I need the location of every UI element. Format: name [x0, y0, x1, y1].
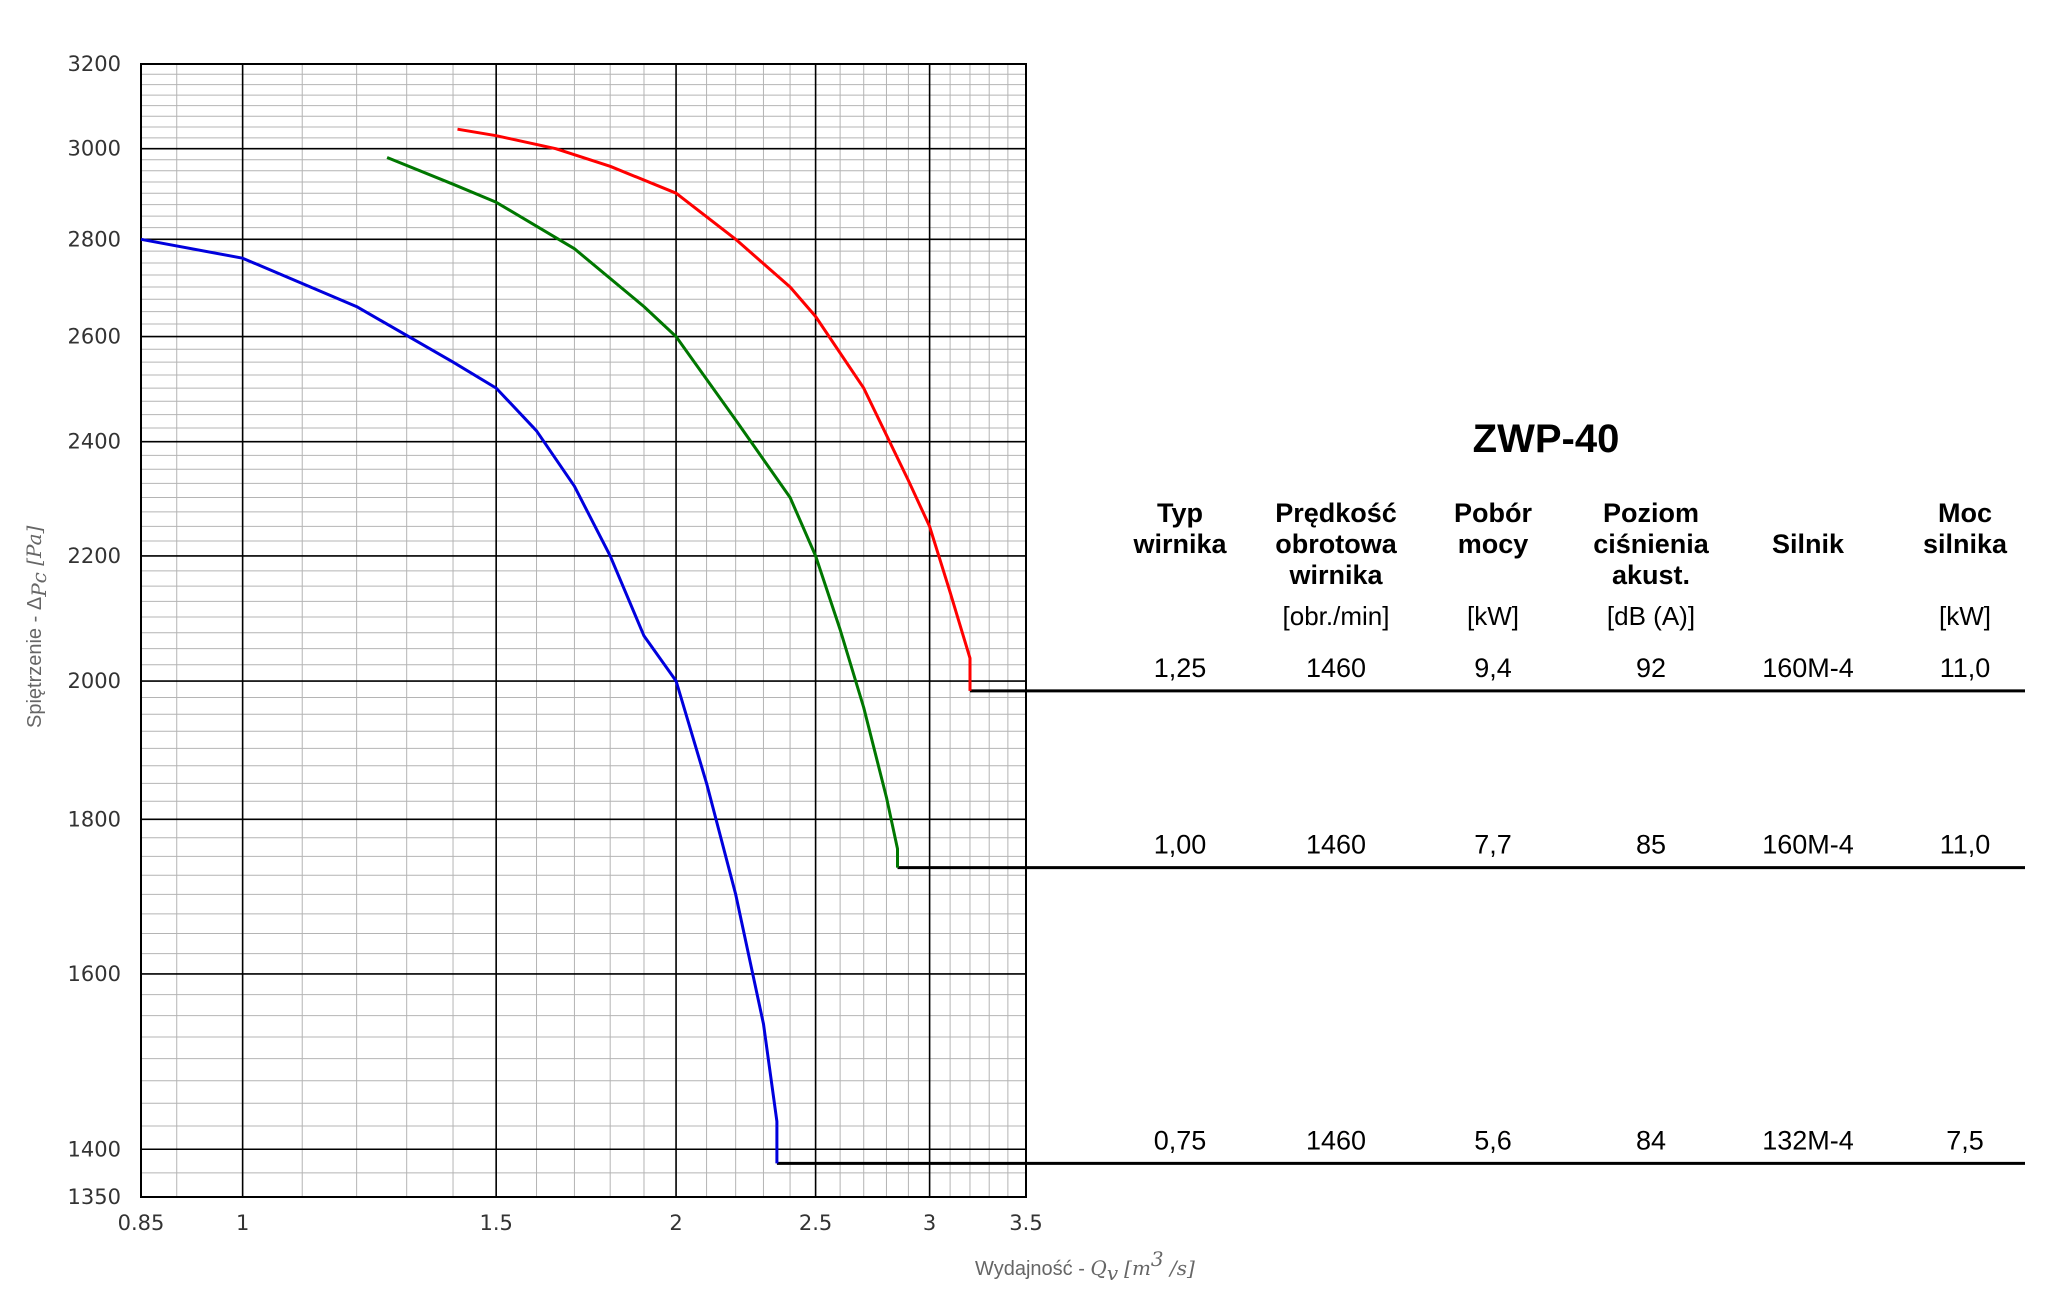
table-header-cell: ciśnienia: [1593, 529, 1710, 559]
table-header-cell: wirnika: [1132, 529, 1227, 559]
x-tick-label: 1: [236, 1211, 249, 1235]
table-unit-cell: [dB (A)]: [1607, 601, 1695, 631]
y-tick-label: 1800: [68, 807, 121, 831]
major-grid: [141, 64, 1026, 1197]
table-header-cell: Poziom: [1603, 498, 1699, 528]
y-tick-label: 1400: [68, 1137, 121, 1161]
table-header-cell: obrotowa: [1275, 529, 1397, 559]
y-axis-ticks: 1350 1400 1600 1800 2000 2200 2400 2600 2800 3000…: [68, 52, 121, 1209]
table-row-cell: 1460: [1306, 653, 1366, 683]
series-line: [140, 237, 779, 1164]
table-unit-cell: [kW]: [1939, 601, 1991, 631]
table-row-cell: 84: [1636, 1125, 1666, 1155]
x-tick-label: 0.85: [118, 1211, 165, 1235]
table-row-cell: 9,4: [1474, 653, 1512, 683]
table-row-cell: 132M-4: [1762, 1125, 1854, 1155]
row-leader-lines: [776, 689, 2025, 1165]
table-row-cell: 5,6: [1474, 1125, 1512, 1155]
table-units: [obr./min] [kW] [dB (A)] [kW]: [1283, 601, 1991, 631]
table-header-cell: Pobór: [1454, 498, 1532, 528]
x-axis-ticks: 0.85 1 1.5 2 2.5 3 3.5: [118, 1211, 1043, 1235]
series-line: [457, 127, 972, 691]
table-row-cell: 160M-4: [1762, 653, 1854, 683]
x-tick-label: 2: [669, 1211, 682, 1235]
y-tick-label: 3200: [68, 52, 121, 76]
x-tick-label: 2.5: [799, 1211, 832, 1235]
y-tick-label: 2600: [68, 325, 121, 349]
table-row-cell: 1,25: [1154, 653, 1207, 683]
table-header-cell: Prędkość: [1275, 498, 1397, 528]
series-line: [386, 156, 899, 868]
table-row-cell: 7,5: [1946, 1125, 1984, 1155]
table-header-cell: mocy: [1458, 529, 1529, 559]
y-tick-label: 2200: [68, 544, 121, 568]
table-row-cell: 92: [1636, 653, 1666, 683]
y-tick-label: 1350: [68, 1185, 121, 1209]
table-row-cell: 85: [1636, 830, 1666, 860]
table-row-cell: 11,0: [1940, 653, 1991, 683]
x-tick-label: 1.5: [479, 1211, 512, 1235]
y-tick-label: 2400: [68, 430, 121, 454]
minor-grid: [141, 64, 1026, 1197]
table-row-cell: 1,00: [1154, 830, 1207, 860]
table-header-cell: akust.: [1612, 560, 1690, 590]
table-unit-cell: [kW]: [1467, 601, 1519, 631]
table-header-cell: Moc: [1938, 498, 1992, 528]
table-row-cell: 7,7: [1474, 830, 1512, 860]
table-row-cell: 1460: [1306, 830, 1366, 860]
chart-title: ZWP-40: [1473, 417, 1620, 461]
table-header-cell: Typ: [1157, 498, 1203, 528]
plot-frame: [140, 63, 1027, 1198]
x-axis-label: Wydajność - Qv [m3 /s]: [975, 1247, 1195, 1285]
table-rows: 1,25 1460 9,4 92 160M-4 11,0 1,00 1460 7,7 85 160M…: [1154, 653, 1991, 1155]
series-curves: [140, 127, 972, 1164]
table-header-cell: silnika: [1923, 529, 2008, 559]
table-header-cell: Silnik: [1772, 529, 1845, 559]
y-tick-label: 3000: [68, 137, 121, 161]
table-headers: TypwirnikaPrędkośćobrotowawirnikaPobórmo…: [1132, 498, 2008, 590]
x-tick-label: 3: [923, 1211, 936, 1235]
table-unit-cell: [obr./min]: [1283, 601, 1390, 631]
y-axis-label: Spiętrzenie - ΔPc [Pa]: [22, 525, 51, 728]
x-tick-label: 3.5: [1009, 1211, 1042, 1235]
table-row-cell: 160M-4: [1762, 830, 1854, 860]
table-row-cell: 0,75: [1154, 1125, 1207, 1155]
y-tick-label: 2000: [68, 669, 121, 693]
y-tick-label: 2800: [68, 227, 121, 251]
table-row-cell: 11,0: [1940, 830, 1991, 860]
table-header-cell: wirnika: [1288, 560, 1383, 590]
y-tick-label: 1600: [68, 962, 121, 986]
table-row-cell: 1460: [1306, 1125, 1366, 1155]
